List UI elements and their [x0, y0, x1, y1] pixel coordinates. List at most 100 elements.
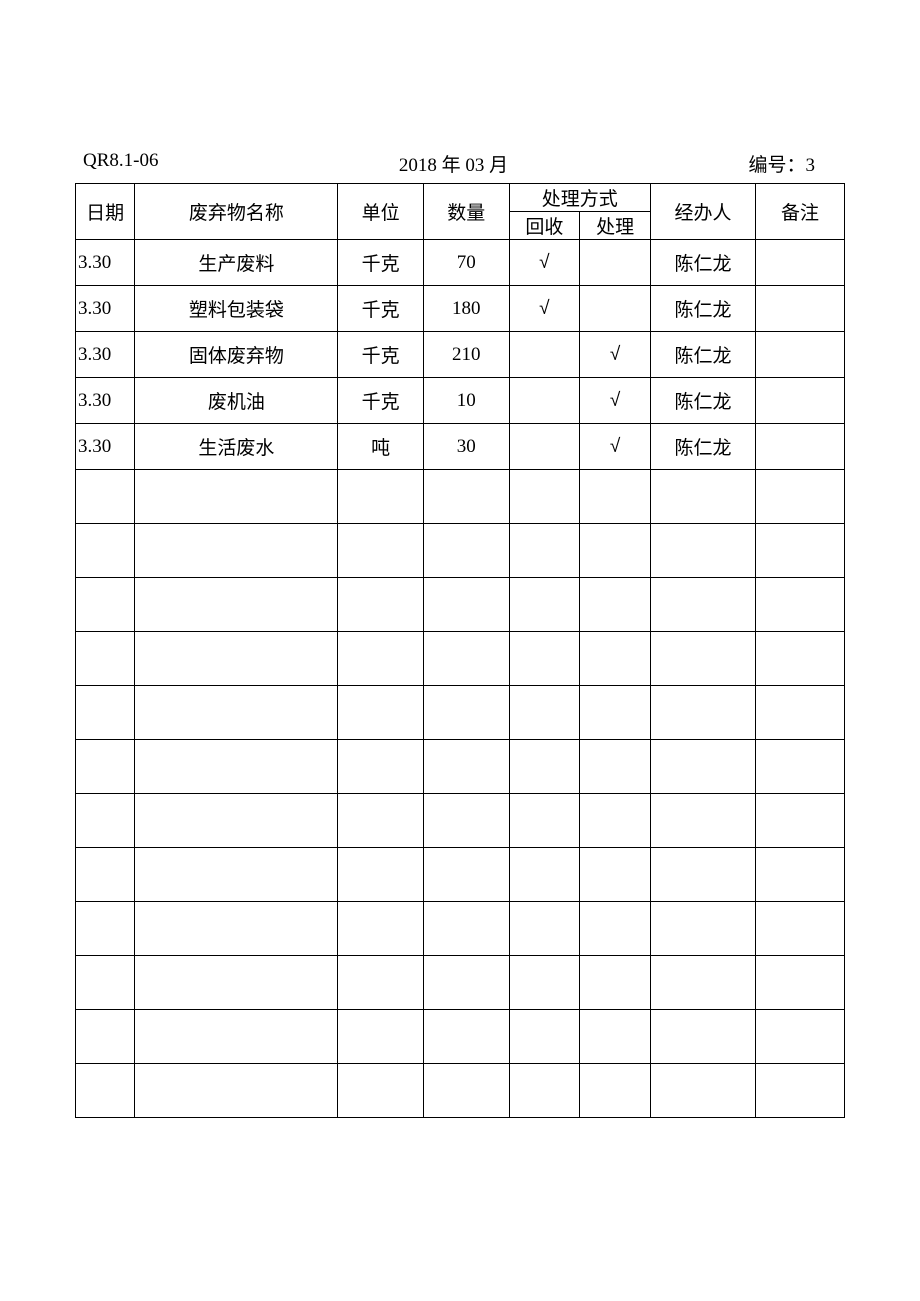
cell-note — [755, 902, 844, 956]
cell-person: 陈仁龙 — [651, 240, 756, 286]
cell-waste-name — [135, 470, 338, 524]
cell-person — [651, 470, 756, 524]
table-row: 3.30生活废水吨30√陈仁龙 — [76, 424, 845, 470]
cell-waste-name — [135, 686, 338, 740]
cell-dispose — [580, 286, 651, 332]
cell-dispose — [580, 524, 651, 578]
document-header: QR8.1-06 2018 年 03 月 编号：3 — [75, 150, 845, 177]
cell-person — [651, 686, 756, 740]
cell-recycle — [509, 332, 580, 378]
cell-person — [651, 578, 756, 632]
cell-person — [651, 794, 756, 848]
cell-unit: 千克 — [338, 286, 424, 332]
cell-date — [76, 470, 135, 524]
cell-quantity: 10 — [423, 378, 509, 424]
header-date: 日期 — [76, 184, 135, 240]
cell-waste-name — [135, 794, 338, 848]
cell-quantity — [423, 524, 509, 578]
cell-waste-name: 废机油 — [135, 378, 338, 424]
cell-recycle — [509, 470, 580, 524]
cell-person — [651, 848, 756, 902]
cell-note — [755, 240, 844, 286]
table-row-empty — [76, 740, 845, 794]
cell-dispose — [580, 1010, 651, 1064]
cell-unit: 千克 — [338, 240, 424, 286]
header-recycle: 回收 — [509, 212, 580, 240]
cell-dispose — [580, 902, 651, 956]
table-row-empty — [76, 848, 845, 902]
cell-note — [755, 848, 844, 902]
cell-unit: 千克 — [338, 378, 424, 424]
cell-date: 3.30 — [76, 240, 135, 286]
cell-quantity: 210 — [423, 332, 509, 378]
cell-quantity — [423, 1064, 509, 1118]
cell-waste-name — [135, 956, 338, 1010]
cell-unit — [338, 1010, 424, 1064]
cell-waste-name — [135, 524, 338, 578]
table-row-empty — [76, 1010, 845, 1064]
form-code: QR8.1-06 — [75, 150, 158, 177]
cell-quantity — [423, 470, 509, 524]
table-row: 3.30生产废料千克70√陈仁龙 — [76, 240, 845, 286]
cell-dispose: √ — [580, 332, 651, 378]
cell-quantity — [423, 956, 509, 1010]
table-row-empty — [76, 686, 845, 740]
cell-quantity — [423, 1010, 509, 1064]
cell-unit — [338, 578, 424, 632]
cell-unit — [338, 902, 424, 956]
header-unit: 单位 — [338, 184, 424, 240]
cell-note — [755, 740, 844, 794]
cell-note — [755, 1064, 844, 1118]
table-row-empty — [76, 578, 845, 632]
cell-dispose — [580, 470, 651, 524]
cell-dispose — [580, 740, 651, 794]
cell-dispose — [580, 632, 651, 686]
cell-unit — [338, 740, 424, 794]
header-waste-name: 废弃物名称 — [135, 184, 338, 240]
serial-number: 编号：3 — [748, 150, 845, 177]
cell-quantity — [423, 578, 509, 632]
cell-waste-name — [135, 578, 338, 632]
cell-recycle — [509, 956, 580, 1010]
cell-date — [76, 686, 135, 740]
cell-waste-name: 固体废弃物 — [135, 332, 338, 378]
cell-recycle — [509, 686, 580, 740]
cell-person — [651, 524, 756, 578]
cell-waste-name: 生活废水 — [135, 424, 338, 470]
cell-quantity — [423, 632, 509, 686]
table-row-empty — [76, 470, 845, 524]
cell-person: 陈仁龙 — [651, 286, 756, 332]
cell-recycle: √ — [509, 286, 580, 332]
cell-waste-name — [135, 1010, 338, 1064]
header-quantity: 数量 — [423, 184, 509, 240]
cell-quantity — [423, 686, 509, 740]
cell-note — [755, 470, 844, 524]
cell-person: 陈仁龙 — [651, 424, 756, 470]
cell-note — [755, 524, 844, 578]
cell-quantity — [423, 848, 509, 902]
cell-recycle — [509, 424, 580, 470]
cell-date: 3.30 — [76, 378, 135, 424]
cell-recycle — [509, 524, 580, 578]
cell-note — [755, 578, 844, 632]
cell-quantity: 70 — [423, 240, 509, 286]
cell-dispose — [580, 240, 651, 286]
cell-waste-name — [135, 902, 338, 956]
cell-quantity — [423, 902, 509, 956]
cell-date — [76, 740, 135, 794]
cell-recycle — [509, 848, 580, 902]
cell-note — [755, 686, 844, 740]
cell-dispose: √ — [580, 378, 651, 424]
cell-person: 陈仁龙 — [651, 332, 756, 378]
cell-unit: 千克 — [338, 332, 424, 378]
cell-unit — [338, 1064, 424, 1118]
cell-quantity: 30 — [423, 424, 509, 470]
cell-unit — [338, 686, 424, 740]
table-row-empty — [76, 1064, 845, 1118]
cell-waste-name — [135, 740, 338, 794]
cell-date — [76, 578, 135, 632]
waste-disposal-table: 日期 废弃物名称 单位 数量 处理方式 经办人 备注 回收 处理 3.30生产废… — [75, 183, 845, 1118]
cell-note — [755, 378, 844, 424]
table-row: 3.30固体废弃物千克210√陈仁龙 — [76, 332, 845, 378]
cell-unit — [338, 524, 424, 578]
